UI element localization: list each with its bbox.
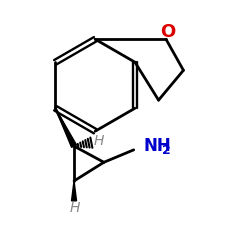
- Text: NH: NH: [144, 137, 172, 155]
- Text: H: H: [70, 201, 80, 215]
- Polygon shape: [55, 108, 76, 147]
- Text: H: H: [94, 134, 104, 148]
- Text: O: O: [160, 23, 175, 41]
- Polygon shape: [72, 181, 76, 201]
- Text: 2: 2: [162, 144, 171, 157]
